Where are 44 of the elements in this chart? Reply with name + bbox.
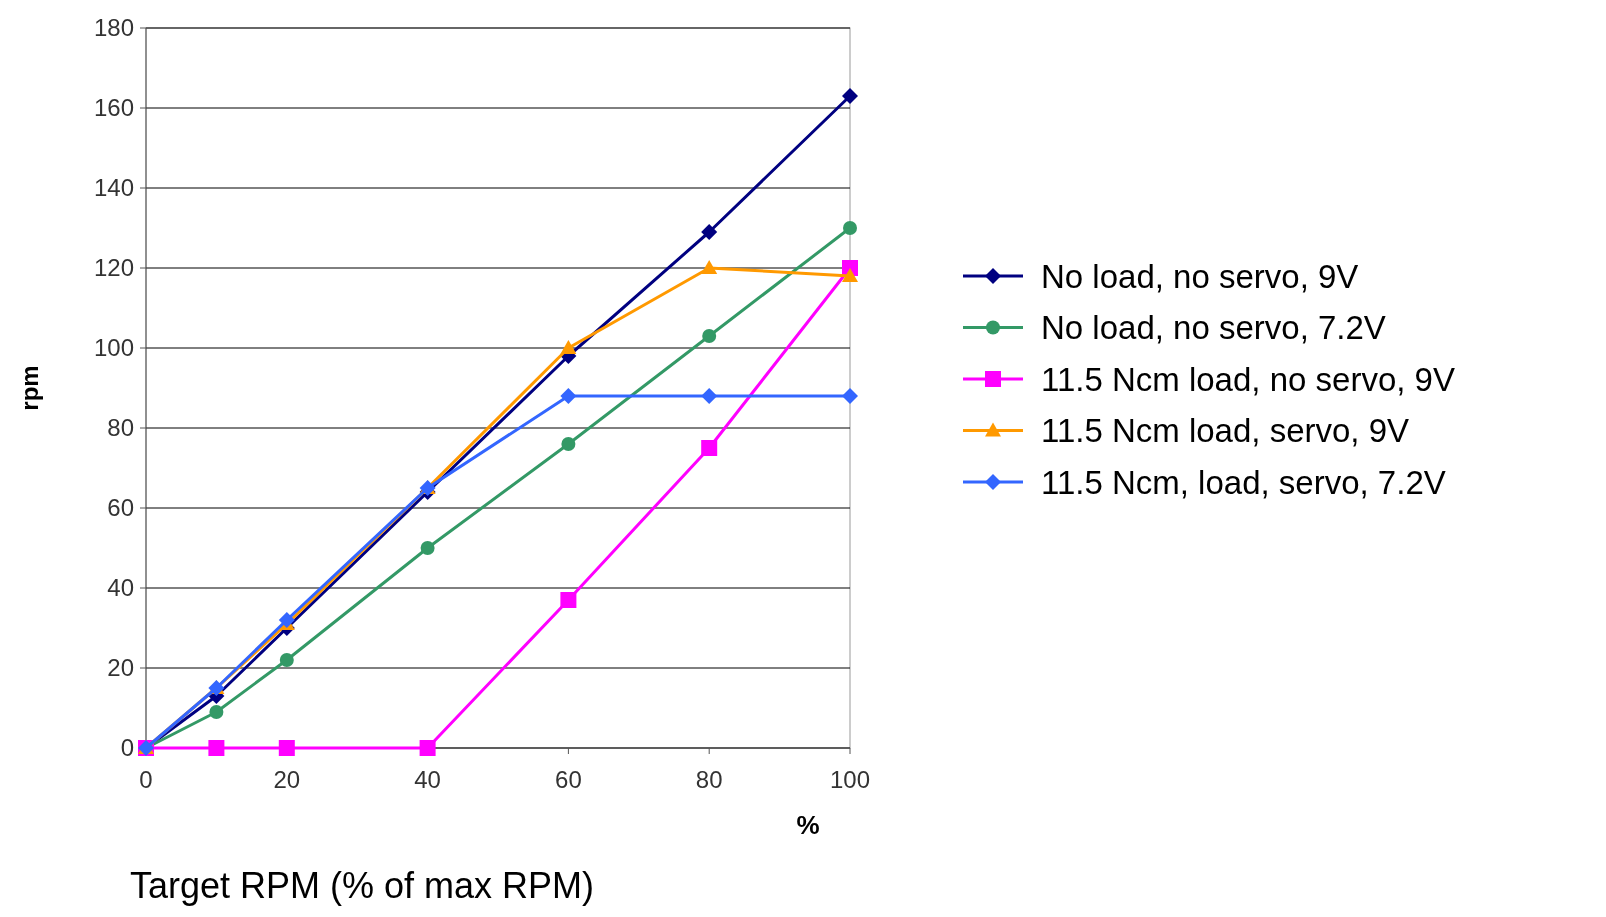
y-tick-label: 160 [93, 94, 134, 122]
y-axis-title: rpm [16, 365, 43, 411]
point [209, 705, 224, 719]
point [701, 440, 718, 456]
point [702, 329, 717, 343]
point [842, 388, 858, 404]
point [842, 88, 858, 104]
y-tick-label: 40 [107, 574, 134, 602]
x-tick-label: 80 [695, 766, 723, 793]
y-tick-label: 100 [93, 334, 134, 362]
point [560, 592, 577, 608]
y-tick-label: 120 [93, 254, 134, 282]
y-tick-label: 80 [107, 414, 134, 442]
y-tick-label: 20 [107, 654, 134, 682]
point [560, 340, 577, 354]
point [278, 612, 295, 628]
point [701, 388, 718, 404]
point [842, 268, 858, 282]
point [701, 260, 718, 274]
x-tick-label: 60 [555, 766, 582, 793]
point [420, 541, 435, 555]
x-tick-label: 40 [414, 766, 441, 793]
x-tick-label: 100 [829, 766, 871, 793]
legend-label: 11.5 Ncm load, servo, 9V [1041, 412, 1410, 450]
legend-label: No load, no servo, 9V [1041, 257, 1359, 295]
y-tick-label: 0 [120, 734, 134, 762]
point [560, 388, 577, 404]
legend-label: 11.5 Ncm, load, servo, 7.2V [1041, 463, 1446, 501]
x-axis-title: % [796, 810, 820, 840]
point [843, 221, 857, 235]
point [419, 740, 436, 756]
y-tick-label: 140 [93, 174, 134, 202]
point [701, 224, 718, 240]
x-tick-label: 0 [139, 766, 153, 793]
point [561, 437, 576, 451]
legend-label: No load, no servo, 7.2V [1041, 309, 1386, 347]
y-tick-label: 60 [107, 494, 134, 522]
text: Target RPM (% of max RPM) [130, 865, 595, 906]
point [279, 653, 294, 667]
x-tick-label: 20 [273, 766, 301, 793]
point [278, 740, 295, 756]
point [208, 740, 225, 756]
y-tick-label: 180 [93, 14, 134, 42]
legend-label: 11.5 Ncm load, no servo, 9V [1041, 360, 1455, 398]
